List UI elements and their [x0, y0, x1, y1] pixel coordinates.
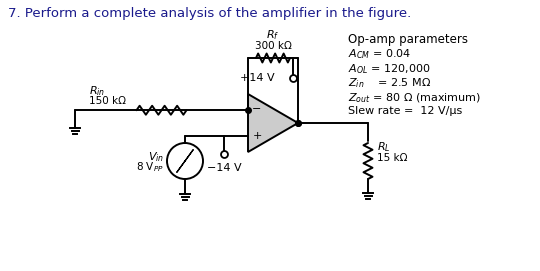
Text: Slew rate =  12 V/μs: Slew rate = 12 V/μs: [348, 105, 462, 115]
Text: 15 kΩ: 15 kΩ: [377, 153, 408, 163]
Text: $R_{in}$: $R_{in}$: [89, 85, 105, 98]
Text: −: −: [252, 104, 262, 114]
Text: 150 kΩ: 150 kΩ: [89, 96, 126, 106]
Text: $A_{OL}$ = 120,000: $A_{OL}$ = 120,000: [348, 62, 430, 76]
Text: 8 V$_{PP}$: 8 V$_{PP}$: [136, 160, 164, 174]
Text: $Z_{in}$    = 2.5 MΩ: $Z_{in}$ = 2.5 MΩ: [348, 76, 431, 90]
Text: $R_f$: $R_f$: [266, 28, 280, 42]
Text: $V_{in}$: $V_{in}$: [148, 150, 164, 164]
Text: −14 V: −14 V: [207, 163, 241, 173]
Text: +: +: [252, 131, 262, 141]
Polygon shape: [248, 94, 298, 152]
Text: $Z_{out}$ = 80 Ω (maximum): $Z_{out}$ = 80 Ω (maximum): [348, 91, 481, 105]
Text: 300 kΩ: 300 kΩ: [254, 41, 292, 51]
Text: +14 V: +14 V: [240, 73, 275, 83]
Text: Op-amp parameters: Op-amp parameters: [348, 33, 468, 46]
Text: 7. Perform a complete analysis of the amplifier in the figure.: 7. Perform a complete analysis of the am…: [8, 7, 411, 20]
Text: $R_L$: $R_L$: [377, 140, 390, 154]
Text: $A_{CM}$ = 0.04: $A_{CM}$ = 0.04: [348, 47, 411, 61]
